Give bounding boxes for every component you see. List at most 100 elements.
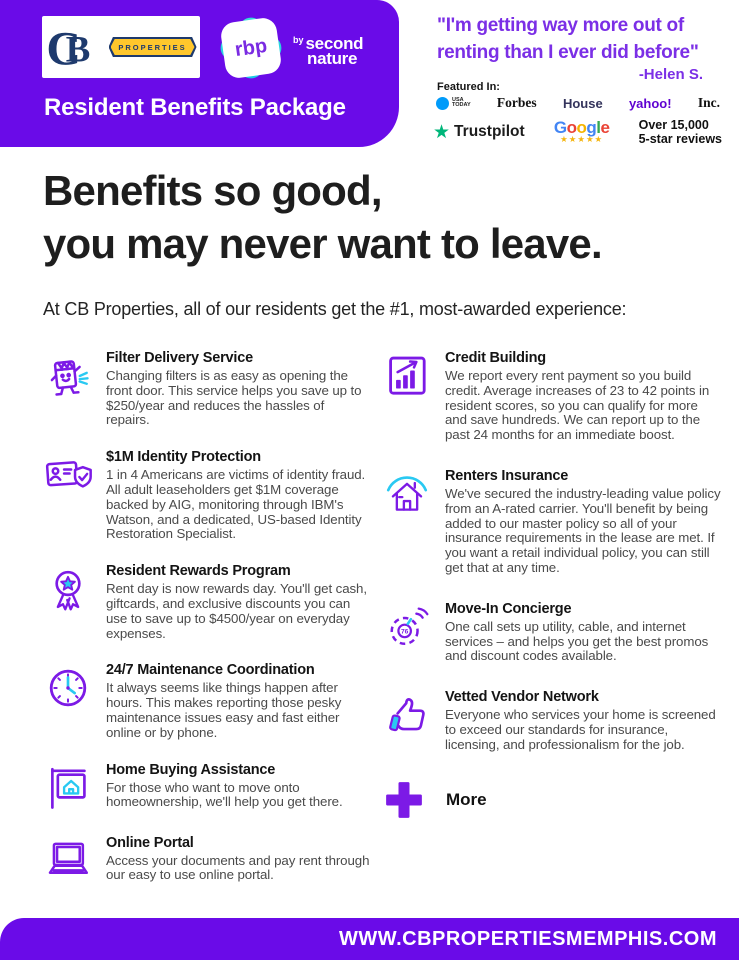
house-logo: House: [562, 95, 603, 111]
benefit-title: Resident Rewards Program: [106, 563, 291, 580]
google-stars-icon: ★★★★★: [560, 134, 604, 144]
benefit-move-in-concierge: 76 Move-In Concierge One call sets up ut…: [382, 601, 722, 664]
benefit-filter-delivery: Filter Delivery Service Changing filters…: [43, 350, 371, 428]
benefits-column-left: Filter Delivery Service Changing filters…: [43, 350, 371, 908]
benefit-body: Access your documents and pay rent throu…: [106, 852, 370, 883]
laptop-icon: [43, 835, 93, 887]
benefit-body: Everyone who services your home is scree…: [445, 707, 716, 752]
benefit-text: Resident Rewards Program Rent day is now…: [106, 563, 371, 641]
benefit-body: For those who want to move onto homeowne…: [106, 779, 343, 810]
review-count: Over 15,000 5-star reviews: [639, 118, 722, 146]
benefit-title: Renters Insurance: [445, 467, 569, 484]
featured-logos-row: USA TODAY Forbes House yahoo! Inc.: [436, 92, 720, 114]
benefit-title: $1M Identity Protection: [106, 449, 261, 466]
trustpilot-logo: ★ Trustpilot: [433, 123, 525, 142]
concierge-dial-icon: 76: [382, 601, 432, 664]
benefit-title: Online Portal: [106, 834, 194, 851]
benefit-maintenance: 24/7 Maintenance Coordination It always …: [43, 662, 371, 740]
benefit-body: 1 in 4 Americans are victims of identity…: [106, 467, 366, 542]
benefit-home-buying: Home Buying Assistance For those who wan…: [43, 762, 371, 814]
second-nature-line2: nature: [307, 49, 358, 68]
footer-bar: WWW.CBPROPERTIESMEMPHIS.COM: [0, 918, 739, 960]
quote-attribution: -Helen S.: [638, 66, 703, 83]
usa-today-logo: USA TODAY: [436, 96, 471, 110]
plus-icon: [386, 781, 422, 818]
thumbs-up-icon: [382, 689, 432, 752]
benefit-body: We report every rent payment so you buil…: [445, 368, 710, 443]
benefit-online-portal: Online Portal Access your documents and …: [43, 835, 371, 887]
benefit-title: Move-In Concierge: [445, 600, 572, 617]
google-logo: Google ★★★★★: [553, 118, 610, 144]
benefit-more: More: [382, 778, 722, 822]
testimonial-quote: "I'm getting way more out of renting tha…: [437, 12, 723, 66]
home-sign-icon: [43, 762, 93, 814]
yahoo-logo: yahoo!: [628, 95, 672, 111]
usa-today-line2: TODAY: [452, 102, 471, 108]
more-label: More: [446, 789, 487, 809]
usa-today-label: USA TODAY: [452, 96, 471, 109]
benefit-body: One call sets up utility, cable, and int…: [445, 618, 709, 664]
benefit-title: 24/7 Maintenance Coordination: [106, 662, 315, 679]
benefit-body: It always seems like things happen after…: [106, 680, 342, 740]
benefit-title: Vetted Vendor Network: [445, 689, 599, 706]
rbp-logo: rbp: [215, 12, 287, 84]
trustpilot-star-icon: ★: [433, 121, 451, 143]
google-letter: e: [600, 118, 610, 137]
trustpilot-label: Trustpilot: [454, 123, 525, 140]
clock-icon: [43, 662, 93, 740]
cb-monogram-c: C: [46, 24, 81, 70]
benefit-text: 24/7 Maintenance Coordination It always …: [106, 662, 371, 740]
quote-line-1: "I'm getting way more out of: [437, 15, 684, 36]
benefit-credit-building: Credit Building We report every rent pay…: [382, 350, 722, 443]
forbes-logo: Forbes: [496, 95, 537, 110]
benefit-text: Credit Building We report every rent pay…: [445, 350, 722, 443]
properties-ribbon: PROPERTIES: [108, 37, 197, 57]
google-letter: o: [566, 118, 577, 137]
cb-properties-logo: C B PROPERTIES: [42, 16, 200, 78]
credit-chart-icon: [382, 350, 432, 443]
benefit-title: Credit Building: [445, 350, 546, 366]
usa-today-circle-icon: [436, 96, 449, 110]
properties-ribbon-label: PROPERTIES: [110, 39, 195, 55]
header-block: C B PROPERTIES rbp by second nature Resid…: [0, 0, 399, 147]
dial-number: 76: [401, 628, 409, 635]
headline-line2: you may never want to leave.: [43, 220, 603, 267]
website-link[interactable]: WWW.CBPROPERTIESMEMPHIS.COM: [339, 927, 717, 950]
benefit-renters-insurance: Renters Insurance We've secured the indu…: [382, 468, 722, 576]
google-letter: G: [553, 118, 567, 137]
benefit-text: $1M Identity Protection 1 in 4 Americans…: [106, 449, 371, 542]
benefit-body: Changing filters is as easy as opening t…: [106, 368, 362, 428]
benefit-title: Filter Delivery Service: [106, 350, 253, 366]
benefit-body: We've secured the industry-leading value…: [445, 485, 721, 575]
benefits-column-right: Credit Building We report every rent pay…: [382, 350, 722, 822]
featured-in-label: Featured In:: [437, 81, 500, 93]
quote-line-2: renting than I ever did before": [437, 42, 699, 63]
usa-today-line1: USA: [452, 96, 464, 103]
inc-logo: Inc.: [697, 95, 720, 110]
benefit-vetted-vendors: Vetted Vendor Network Everyone who servi…: [382, 689, 722, 752]
google-letter: l: [596, 118, 601, 137]
second-nature-line1: second: [305, 34, 364, 53]
second-nature-logo: by second nature: [293, 33, 364, 68]
page-subheadline: At CB Properties, all of our residents g…: [43, 299, 627, 319]
benefit-title: Home Buying Assistance: [106, 761, 276, 778]
benefit-text: Home Buying Assistance For those who wan…: [106, 762, 371, 814]
rbp-logo-label: rbp: [219, 16, 283, 80]
award-medal-icon: [43, 563, 93, 641]
headline-line1: Benefits so good,: [43, 167, 383, 214]
google-letter: g: [586, 118, 597, 137]
cb-monogram-icon: C B: [46, 24, 90, 70]
second-nature-by: by: [293, 35, 304, 45]
benefit-text: Renters Insurance We've secured the indu…: [445, 468, 722, 576]
reviews-row: ★ Trustpilot Google ★★★★★ Over 15,000 5-…: [433, 114, 722, 150]
benefit-text: Vetted Vendor Network Everyone who servi…: [445, 689, 722, 752]
benefit-identity-protection: $1M Identity Protection 1 in 4 Americans…: [43, 449, 371, 542]
filter-character-icon: [43, 350, 93, 428]
benefit-resident-rewards: Resident Rewards Program Rent day is now…: [43, 563, 371, 641]
insured-house-icon: [382, 468, 432, 576]
benefit-text: Filter Delivery Service Changing filters…: [106, 350, 371, 428]
cb-monogram-b: B: [65, 29, 90, 70]
benefit-text: Online Portal Access your documents and …: [106, 835, 371, 887]
id-shield-icon: [43, 449, 93, 542]
